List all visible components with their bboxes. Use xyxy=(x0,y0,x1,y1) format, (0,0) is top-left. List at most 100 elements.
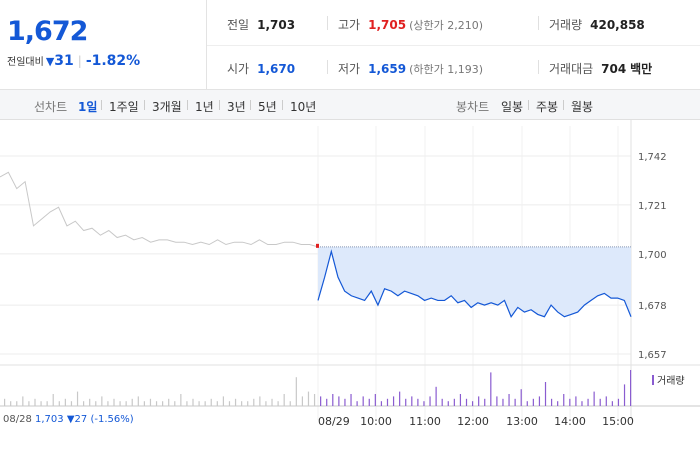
volume-bar xyxy=(168,398,170,406)
period-3y-button[interactable]: 3년 xyxy=(227,100,246,114)
volume-bar xyxy=(350,394,352,406)
volume-bar xyxy=(216,401,218,406)
volume-bar xyxy=(113,398,115,406)
volume-bar xyxy=(101,396,103,406)
volume-bar xyxy=(544,382,547,406)
volume-bar xyxy=(630,370,632,406)
divider xyxy=(187,100,188,110)
volume-bar xyxy=(58,401,60,406)
volume-bar xyxy=(502,398,504,406)
period-selector: 선차트 1일 1주일 3개월 1년 3년 5년 10년 봉차트 일봉 주봉 월봉 xyxy=(0,90,700,120)
volume-bar xyxy=(174,401,176,406)
volume-bar xyxy=(392,396,395,406)
volume-bar xyxy=(107,401,109,406)
volume-bar xyxy=(4,398,6,406)
volume-bar xyxy=(399,391,401,406)
volume-bar xyxy=(64,398,66,406)
volume-bar xyxy=(417,398,419,406)
current-price-box: 1,672 전일대비 ▼31 | -1.82% xyxy=(0,0,207,90)
change-label: 전일대비 xyxy=(7,57,44,68)
candle-monthly-button[interactable]: 월봉 xyxy=(571,100,594,114)
volume-bar xyxy=(307,391,310,406)
volume-bar xyxy=(277,401,279,406)
volume-bar xyxy=(70,401,73,406)
y-tick-label: 1,700 xyxy=(638,250,667,261)
period-1d-button[interactable]: 1일 xyxy=(78,100,98,114)
period-1y-button[interactable]: 1년 xyxy=(195,100,214,114)
volume-bar xyxy=(362,396,364,406)
x-tick-label: 10:00 xyxy=(360,415,392,428)
stat-value: 704 xyxy=(601,62,627,76)
volume-bar xyxy=(228,401,231,406)
price-summary: 1,672 전일대비 ▼31 | -1.82% 전일 1,703 고가 1,705 (상한가… xyxy=(0,0,700,90)
volume-bar xyxy=(28,401,30,406)
volume-bar xyxy=(210,398,212,406)
volume-bar xyxy=(484,398,486,406)
volume-bar xyxy=(490,372,492,406)
volume-bar xyxy=(83,401,85,406)
volume-bar xyxy=(247,401,249,406)
volume-bar xyxy=(283,394,285,406)
period-1w-button[interactable]: 1주일 xyxy=(109,100,139,114)
change-fill-area xyxy=(318,246,631,317)
volume-bar xyxy=(429,396,431,406)
period-10y-button[interactable]: 10년 xyxy=(290,100,317,114)
volume-bar xyxy=(386,398,389,406)
volume-bar xyxy=(496,396,498,406)
prev-day-pct: (-1.56%) xyxy=(90,414,134,425)
prev-day-date: 08/28 xyxy=(3,414,32,425)
stat-label: 저가 xyxy=(338,62,361,76)
volume-bars xyxy=(0,364,700,407)
volume-bar xyxy=(423,401,425,406)
stat-value: 1,705 xyxy=(368,18,407,32)
volume-bar xyxy=(137,396,139,406)
volume-bar xyxy=(119,401,121,406)
volume-bar xyxy=(143,401,145,406)
today-line xyxy=(317,249,632,318)
period-3m-button[interactable]: 3개월 xyxy=(152,100,182,114)
volume-bar xyxy=(411,396,413,406)
volume-bar xyxy=(605,396,607,406)
change-fill xyxy=(318,246,631,317)
volume-bar xyxy=(380,401,383,406)
current-price: 1,672 xyxy=(7,16,88,47)
volume-bar xyxy=(405,398,407,406)
x-tick-label: 13:00 xyxy=(506,415,538,428)
volume-bar xyxy=(131,398,133,406)
volume-bar xyxy=(10,401,12,406)
volume-legend-label: 거래량 xyxy=(657,376,685,387)
volume-bar xyxy=(514,398,516,406)
volume-bar xyxy=(192,398,194,406)
volume-bar xyxy=(198,401,200,406)
candle-chart-label: 봉차트 xyxy=(456,100,490,114)
period-5y-button[interactable]: 5년 xyxy=(258,100,277,114)
change-percent: -1.82% xyxy=(85,53,141,69)
today-series xyxy=(316,243,632,318)
divider xyxy=(219,100,220,110)
volume-bar xyxy=(313,394,316,406)
x-tick-label: 08/29 xyxy=(318,415,350,428)
volume-bar xyxy=(623,384,626,406)
volume-bar xyxy=(465,398,468,406)
candle-daily-button[interactable]: 일봉 xyxy=(501,100,524,114)
prev-day-info: 08/28 1,703 ▼27 (-1.56%) xyxy=(3,414,134,425)
volume-bar xyxy=(34,398,36,406)
x-tick-label: 12:00 xyxy=(457,415,489,428)
volume-bar xyxy=(289,401,291,406)
x-tick-label: 15:00 xyxy=(602,415,634,428)
prev-day-series xyxy=(0,171,319,248)
x-tick-label: 11:00 xyxy=(409,415,441,428)
volume-bar xyxy=(526,401,528,406)
change-row: 전일대비 ▼31 | -1.82% xyxy=(7,53,140,69)
volume-bar xyxy=(356,401,358,406)
stat-label: 거래량 xyxy=(549,18,583,32)
volume-bar xyxy=(301,396,304,406)
volume-bar xyxy=(46,401,48,406)
volume-bar xyxy=(326,398,328,406)
y-tick-label: 1,721 xyxy=(638,201,667,212)
volume-bar xyxy=(295,377,297,406)
divider xyxy=(563,100,564,110)
price-chart[interactable]: 1,742 1,721 1,700 1,678 1,657 08/29 10:00 11:0… xyxy=(0,120,700,450)
candle-weekly-button[interactable]: 주봉 xyxy=(536,100,559,114)
volume-bar xyxy=(478,396,480,406)
